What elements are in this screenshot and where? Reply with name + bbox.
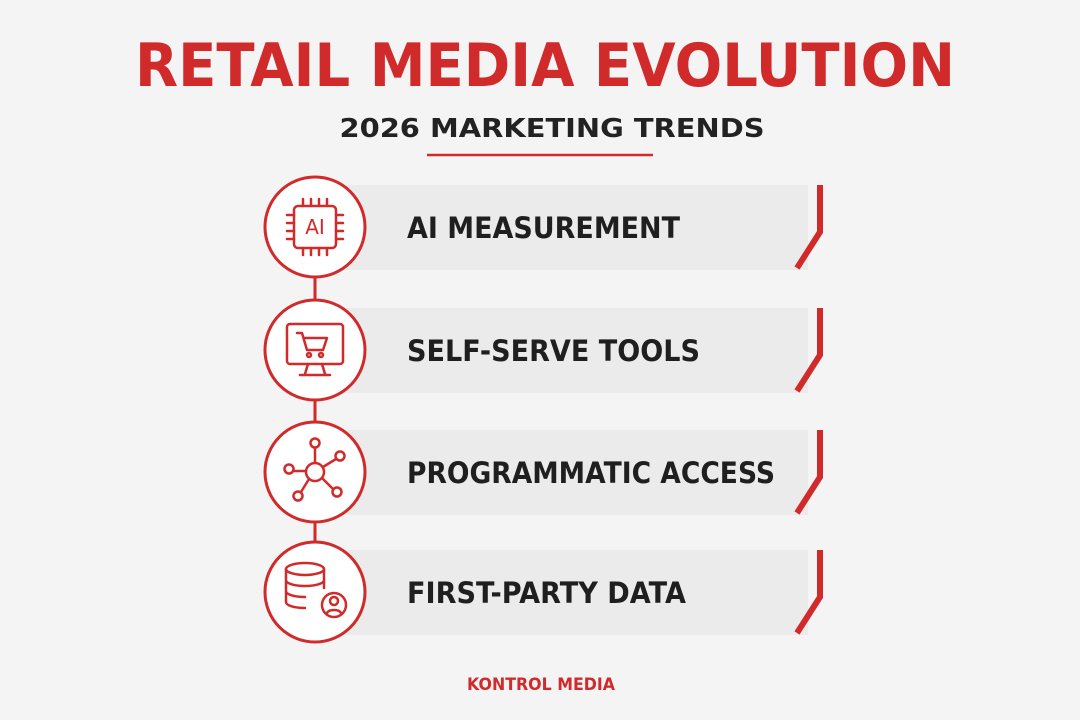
band [330,550,808,635]
item-label: PROGRAMMATIC ACCESS [407,456,775,490]
network-icon [283,437,346,502]
band-accent [794,430,823,515]
item-band [330,430,823,515]
band [330,430,808,515]
icon-circle [263,175,367,279]
item-label: AI MEASUREMENT [407,211,680,245]
item-band [330,550,823,635]
title: RETAIL MEDIA EVOLUTION [135,31,955,101]
band-accent [794,308,823,393]
icon-circle [263,420,367,524]
band [330,308,808,393]
icon-circle [263,540,367,644]
item-band [330,308,823,393]
footer-brand: KONTROL MEDIA [467,675,616,695]
monitor-icon [285,322,345,377]
database-icon [284,561,348,619]
item-band [330,185,823,270]
chip-icon [285,197,345,257]
band-accent [794,185,823,270]
item-label: SELF-SERVE TOOLS [407,334,700,368]
item-label: FIRST-PARTY DATA [407,576,687,610]
band-accent [794,550,823,635]
band [330,185,808,270]
chip-text: AI [305,215,325,239]
subtitle: 2026 MARKETING TRENDS [340,114,765,144]
